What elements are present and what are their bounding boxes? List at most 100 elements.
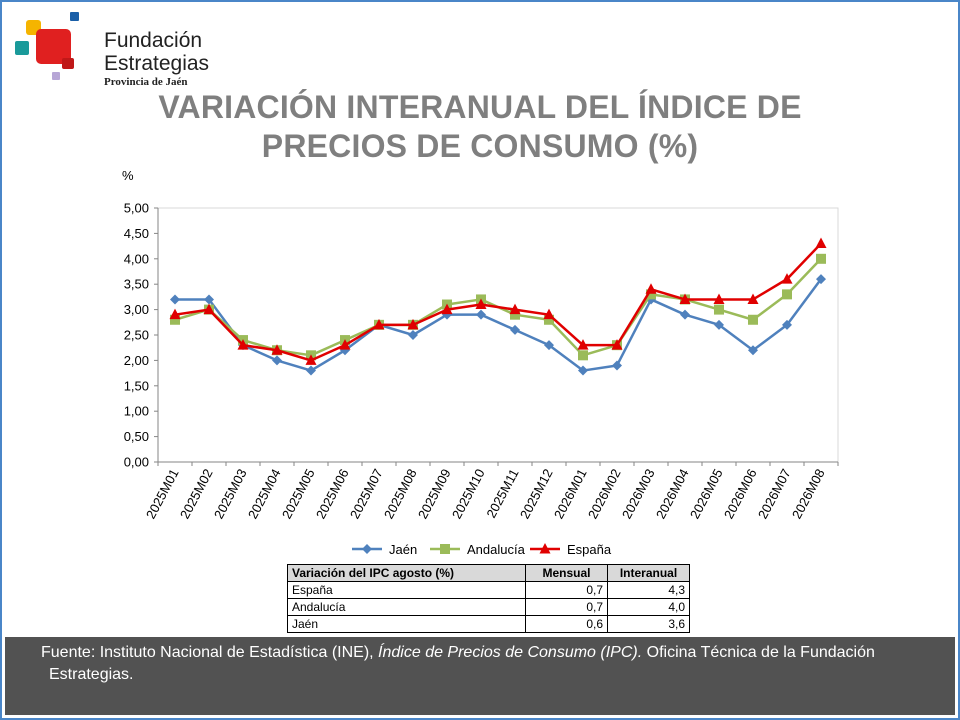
y-axis-label: % [122,168,134,183]
data-point-espana [645,283,657,294]
data-point-jaen [578,365,588,376]
data-point-jaen [612,360,622,371]
y-tick-label: 1,00 [124,404,149,419]
table-cell-region: España [287,581,526,599]
data-point-jaen [340,345,350,356]
ipc-line-chart: 0,00 0,50 1,00 1,50 2,00 2,50 3,00 3,50 4,00 4,50… [122,168,839,557]
data-point-espana [441,303,453,315]
data-point-espana [509,303,521,315]
legend-label: España [567,542,612,557]
x-tick-label: 2025M11 [483,466,521,520]
x-tick-label: 2025M05 [279,466,318,521]
data-point-andalucia [544,314,554,325]
data-point-espana [815,237,827,249]
ipc-summary-table: Variación del IPC agosto (%) Mensual Int… [287,564,690,633]
data-point-espana [407,318,419,330]
data-point-andalucia [510,309,520,320]
data-point-espana [203,303,215,315]
x-tick-label: 2026M03 [619,466,658,521]
x-tick-label: 2025M09 [415,466,454,521]
table-cell-monthly: 0,6 [525,615,608,633]
x-tick-label: 2026M07 [755,466,794,521]
data-point-jaen [170,294,180,305]
data-point-jaen [544,340,554,351]
x-tick-label: 2025M10 [449,466,488,521]
table-header-annual: Interanual [607,564,690,582]
slide-title: VARIACIÓN INTERANUAL DEL ÍNDICE DE PRECI… [0,88,960,166]
data-point-andalucia [578,350,588,361]
logo-line2: Estrategias [104,52,210,75]
y-tick-label: 4,00 [124,251,149,266]
data-point-jaen [816,274,826,285]
data-point-jaen [748,345,758,356]
table-cell-annual: 4,0 [607,598,690,616]
data-point-espana [577,339,589,350]
data-point-andalucia [646,289,656,300]
legend-marker [440,544,450,554]
data-point-espana [747,293,759,304]
data-point-espana [237,339,249,350]
table-cell-region: Andalucía [287,598,526,616]
source-prefix: Fuente: Instituto Nacional de Estadístic… [41,644,379,661]
x-tick-label: 2025M01 [143,466,182,521]
data-point-espana [781,273,793,284]
x-tick-label: 2025M02 [177,466,216,521]
data-point-andalucia [782,289,792,300]
legend-marker [362,544,372,554]
data-point-jaen [714,319,724,330]
series-line-0 [175,278,823,372]
data-point-andalucia [170,314,180,325]
y-tick-label: 1,50 [124,378,149,393]
x-tick-label: 2025M12 [517,466,556,521]
table-row: España 0,7 4,3 [287,581,690,599]
source-suffix: Oficina Técnica de la Fundación [642,644,875,661]
series-line-2 [174,242,822,362]
x-tick-label: 2026M08 [789,466,828,521]
y-tick-label: 4,50 [124,226,149,241]
x-tick-label: 2025M07 [347,466,386,521]
data-point-espana [475,298,487,310]
title-line1: VARIACIÓN INTERANUAL DEL ÍNDICE DE [158,89,802,125]
legend-label: Jaén [389,542,417,557]
data-point-espana [611,339,623,350]
x-tick-label: 2026M06 [721,466,760,521]
y-tick-label: 0,50 [124,429,149,444]
logo: Fundación Estrategias Provincia de Jaén [12,12,212,88]
y-tick-label: 2,50 [124,328,149,343]
y-tick-label: 0,00 [124,455,149,470]
data-point-espana [271,344,283,355]
logo-line1: Fundación [104,29,203,52]
data-point-andalucia [816,253,826,264]
table-cell-annual: 3,6 [607,615,690,633]
table-header-label: Variación del IPC agosto (%) [287,564,526,582]
data-point-espana [543,308,555,320]
source-line2: Estrategias. [49,666,134,683]
x-tick-label: 2025M08 [381,466,420,521]
data-point-jaen [272,355,282,366]
source-footer: Fuente: Instituto Nacional de Estadístic… [5,637,955,715]
data-point-jaen [306,365,316,376]
data-point-jaen [408,330,418,340]
table-row: Jaén 0,6 3,6 [287,615,690,633]
data-point-espana [679,293,691,304]
legend-label: Andalucía [467,542,526,557]
data-point-espana [305,354,317,365]
table-header-monthly: Mensual [525,564,608,582]
table-cell-monthly: 0,7 [525,598,608,616]
x-tick-label: 2025M06 [313,466,352,521]
logo-line3: Provincia de Jaén [104,76,188,88]
data-point-jaen [510,324,520,335]
data-point-andalucia [748,314,758,325]
logo-mark-icon [15,12,79,80]
title-line2: PRECIOS DE CONSUMO (%) [261,128,699,164]
data-point-jaen [204,294,214,305]
data-point-jaen [476,309,486,320]
table-cell-monthly: 0,7 [525,581,608,599]
x-tick-label: 2025M04 [245,466,284,521]
table-header-row: Variación del IPC agosto (%) Mensual Int… [287,564,690,582]
logo-text: Fundación Estrategias Provincia de Jaén [104,30,209,88]
data-point-espana [339,339,351,350]
source-italic: Índice de Precios de Consumo (IPC). [378,644,643,661]
legend-marker [539,543,551,554]
y-tick-label: 5,00 [124,201,149,216]
